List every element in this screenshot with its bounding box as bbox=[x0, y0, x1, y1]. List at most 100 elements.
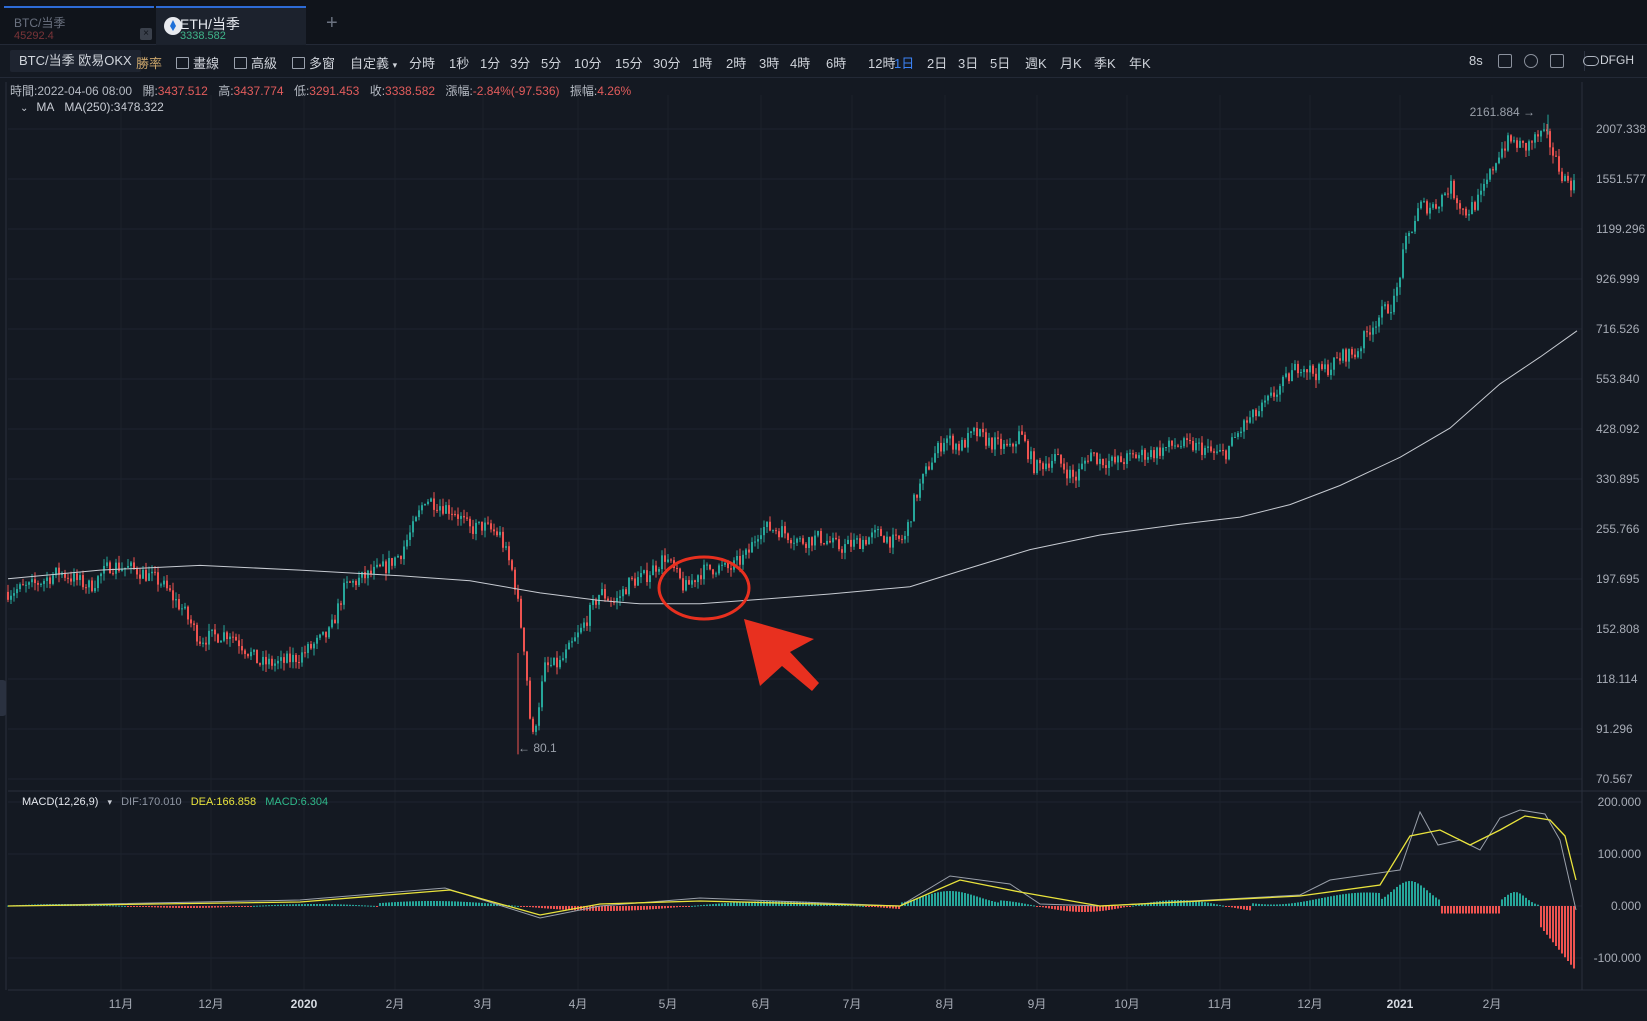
candle-body bbox=[1204, 447, 1206, 455]
candle-body bbox=[136, 567, 138, 575]
fullscreen-icon[interactable] bbox=[1550, 54, 1564, 68]
macd-bar bbox=[676, 906, 678, 908]
tab-timeframe-3[interactable]: 1分 bbox=[480, 56, 501, 71]
draw-line-button[interactable]: 畫線 bbox=[176, 53, 219, 72]
macd-bar bbox=[202, 906, 204, 908]
candle-body bbox=[1438, 206, 1440, 209]
candle-body bbox=[466, 517, 468, 519]
close-icon[interactable]: × bbox=[140, 28, 152, 40]
tab-timeframe-16[interactable]: 2日 bbox=[927, 56, 948, 71]
candle-body bbox=[1183, 438, 1185, 447]
candle-body bbox=[256, 649, 258, 664]
gear-icon[interactable] bbox=[1524, 54, 1538, 68]
tab-timeframe-4[interactable]: 3分 bbox=[510, 56, 531, 71]
candle-body bbox=[1390, 312, 1392, 314]
macd-bar bbox=[268, 905, 270, 907]
macd-bar bbox=[1045, 906, 1047, 908]
candle-body bbox=[307, 644, 309, 653]
candle-body bbox=[355, 580, 357, 586]
tab-timeframe-22[interactable]: 年K bbox=[1129, 56, 1151, 71]
macd-bar bbox=[379, 903, 381, 906]
macd-bar bbox=[1357, 892, 1359, 906]
candle-body bbox=[169, 588, 171, 591]
tab-timeframe-11[interactable]: 3時 bbox=[759, 56, 780, 71]
candle-body bbox=[295, 654, 297, 663]
candle-body bbox=[637, 577, 639, 586]
price-axis-label: 91.296 bbox=[1596, 722, 1633, 736]
tab-timeframe-5[interactable]: 5分 bbox=[541, 56, 562, 71]
macd-bar bbox=[871, 906, 873, 907]
macd-bar bbox=[970, 894, 972, 906]
candle-body bbox=[1303, 369, 1305, 373]
candle-body bbox=[553, 657, 555, 665]
tab-timeframe-14[interactable]: 12時 bbox=[868, 56, 896, 71]
time-axis-label: 8月 bbox=[936, 997, 955, 1011]
candle-body bbox=[631, 577, 633, 579]
macd-bar bbox=[1411, 881, 1413, 906]
candle-body bbox=[895, 534, 897, 536]
ma-indicator-row[interactable]: ⌄ MA MA(250):3478.322 bbox=[20, 100, 164, 114]
refresh-interval[interactable]: 8s bbox=[1469, 53, 1483, 68]
candle-body bbox=[178, 598, 180, 610]
screenshot-icon[interactable] bbox=[1498, 54, 1512, 68]
macd-bar bbox=[1540, 906, 1542, 928]
chevron-down-icon[interactable]: ⌄ bbox=[20, 103, 29, 114]
candle-body bbox=[1174, 445, 1176, 447]
candle-body bbox=[1369, 332, 1371, 335]
tab-timeframe-17[interactable]: 3日 bbox=[958, 56, 979, 71]
advanced-button[interactable]: 高級 bbox=[234, 53, 277, 72]
macd-bar bbox=[127, 906, 129, 907]
win-rate-button[interactable]: 勝率 bbox=[136, 56, 163, 71]
tab-timeframe-9[interactable]: 1時 bbox=[692, 56, 713, 71]
add-tab-icon[interactable]: + bbox=[326, 12, 338, 34]
macd-bar bbox=[247, 906, 249, 907]
custom-dropdown[interactable]: 自定義 ▾ bbox=[350, 56, 398, 71]
tab-timeframe-6[interactable]: 10分 bbox=[574, 56, 602, 71]
candle-body bbox=[1162, 447, 1164, 456]
macd-bar bbox=[646, 906, 648, 910]
tab-timeframe-18[interactable]: 5日 bbox=[990, 56, 1011, 71]
tab-timeframe-10[interactable]: 2時 bbox=[726, 56, 747, 71]
tab-timeframe-8[interactable]: 30分 bbox=[653, 56, 681, 71]
candle-body bbox=[757, 539, 759, 542]
macd-bar bbox=[262, 905, 264, 907]
candle-body bbox=[559, 659, 561, 668]
macd-bar bbox=[367, 905, 369, 907]
candle-body bbox=[1363, 331, 1365, 349]
candle-body bbox=[664, 555, 666, 562]
chevron-down-icon[interactable]: ▾ bbox=[107, 797, 113, 807]
macd-bar bbox=[937, 892, 939, 906]
candle-body bbox=[223, 632, 225, 641]
macd-bar bbox=[967, 893, 969, 906]
tab-timeframe-19[interactable]: 週K bbox=[1025, 56, 1047, 71]
account-name[interactable]: DFGH bbox=[1600, 53, 1634, 67]
tab-timeframe-21[interactable]: 季K bbox=[1094, 56, 1116, 71]
candle-body bbox=[844, 544, 846, 553]
tab-timeframe-15[interactable]: 1日 bbox=[894, 56, 915, 71]
candle-body bbox=[1246, 420, 1248, 423]
tab-timeframe-2[interactable]: 1秒 bbox=[449, 56, 470, 71]
macd-bar bbox=[391, 902, 393, 906]
tab-timeframe-12[interactable]: 4時 bbox=[790, 56, 811, 71]
candle-body bbox=[94, 588, 96, 592]
multi-window-button[interactable]: 多窗 bbox=[292, 53, 335, 72]
macd-indicator-row[interactable]: MACD(12,26,9) ▾ DIF:170.010 DEA:166.858 … bbox=[22, 796, 328, 808]
candle-body bbox=[682, 578, 684, 591]
tab-timeframe-7[interactable]: 15分 bbox=[615, 56, 643, 71]
candle-body bbox=[1300, 372, 1302, 374]
macd-bar bbox=[1363, 892, 1365, 906]
tab-timeframe-13[interactable]: 6時 bbox=[826, 56, 847, 71]
tab-timeframe-20[interactable]: 月K bbox=[1060, 56, 1082, 71]
candle-body bbox=[1456, 198, 1458, 204]
macd-bar bbox=[1537, 904, 1539, 906]
symbol-selector[interactable]: BTC/当季 欧易OKX bbox=[10, 50, 141, 72]
tab-timeframe-1[interactable]: 分時 bbox=[409, 56, 436, 71]
candle-body bbox=[400, 555, 402, 560]
tab-btc[interactable]: BTC/当季 45292.4 × bbox=[4, 6, 154, 46]
macd-bar bbox=[895, 906, 897, 909]
collapse-handle[interactable] bbox=[0, 680, 6, 716]
candle-body bbox=[1516, 140, 1518, 148]
candle-body bbox=[952, 435, 954, 450]
tab-eth[interactable]: ETH/当季 3338.582 bbox=[156, 6, 306, 46]
